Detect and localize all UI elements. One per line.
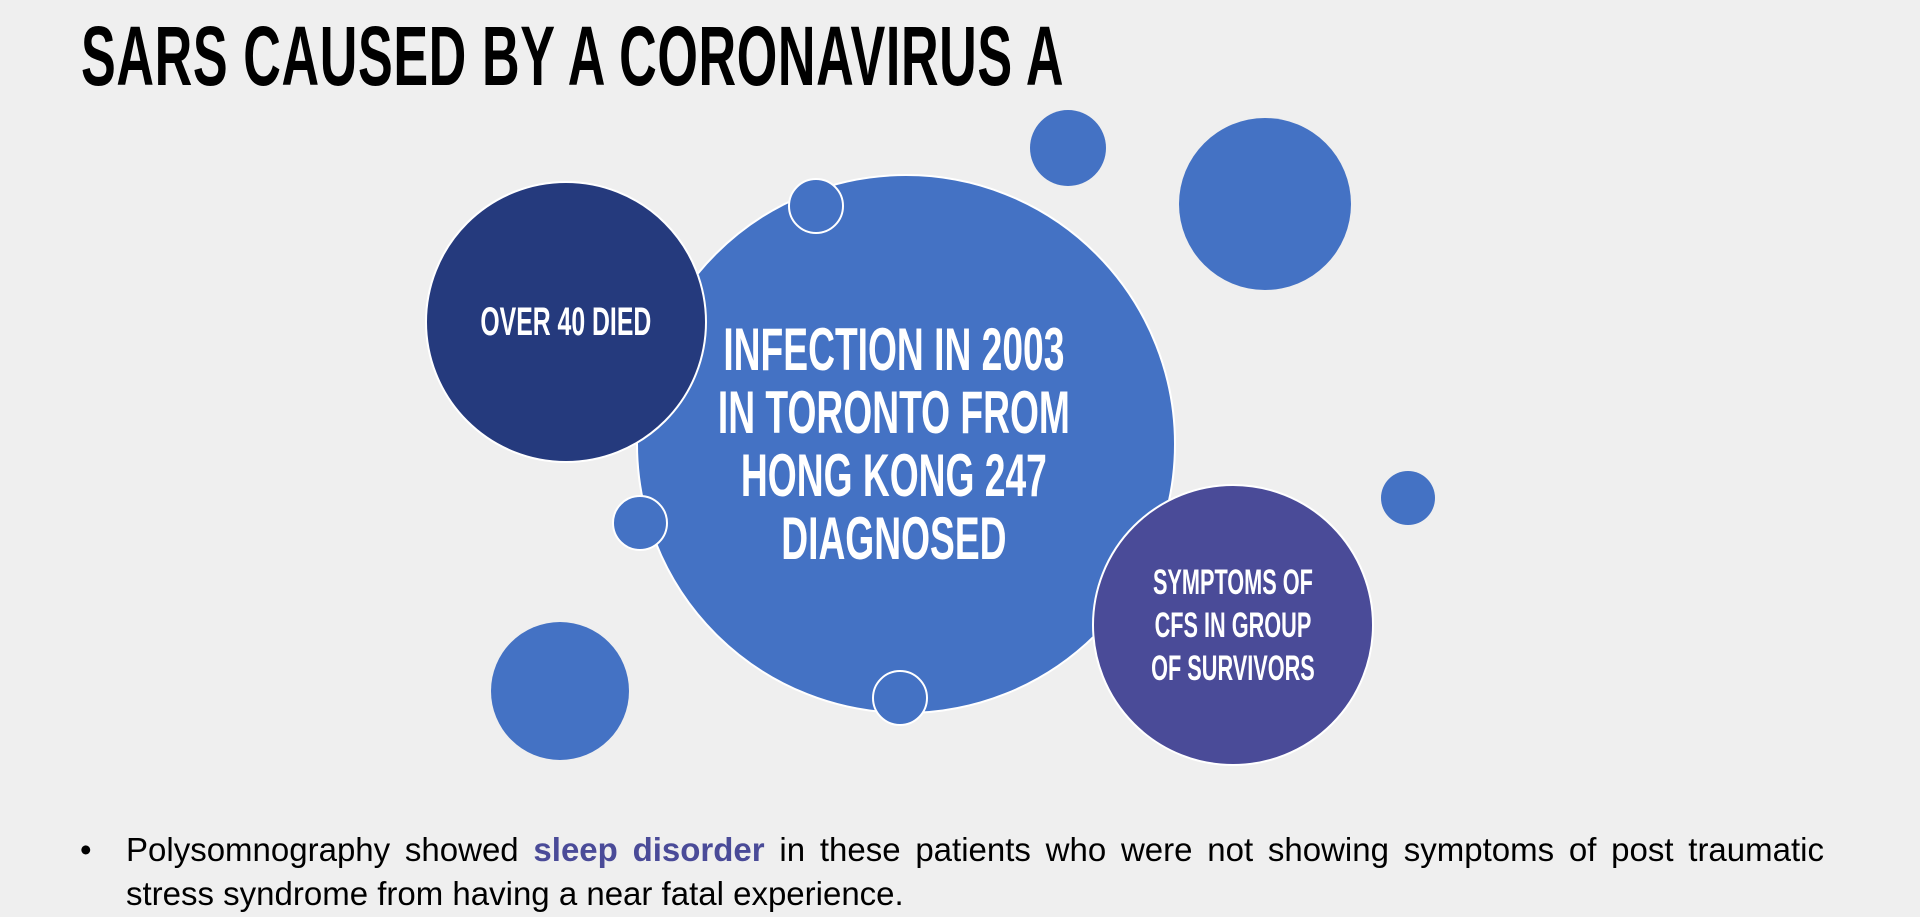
right-line: OF SURVIVORS <box>1151 648 1315 688</box>
decorative-circle <box>788 178 844 234</box>
right-circle: SYMPTOMS OF CFS IN GROUP OF SURVIVORS <box>1092 484 1374 766</box>
left-circle: OVER 40 DIED <box>425 181 707 463</box>
slide-title: SARS CAUSED BY A CORONAVIRUS A <box>81 9 1065 103</box>
bullet-text: Polysomnography showed sleep disorder in… <box>126 828 1824 916</box>
decorative-circle <box>1179 118 1351 290</box>
center-line: INFECTION IN 2003 <box>723 316 1065 383</box>
right-line: CFS IN GROUP <box>1154 605 1312 645</box>
decorative-circle <box>1381 471 1435 525</box>
bullet-highlight: sleep disorder <box>533 831 765 868</box>
bullet-icon: • <box>80 831 92 868</box>
center-circle: INFECTION IN 2003 IN TORONTO FROM HONG K… <box>636 174 1176 714</box>
decorative-circle <box>491 622 629 760</box>
center-line: DIAGNOSED <box>781 505 1007 572</box>
center-circle-text: INFECTION IN 2003 IN TORONTO FROM HONG K… <box>718 318 1070 570</box>
left-circle-text: OVER 40 DIED <box>480 299 652 344</box>
decorative-circle <box>1030 110 1106 186</box>
center-line: IN TORONTO FROM <box>717 379 1071 446</box>
center-line: HONG KONG 247 <box>741 442 1047 509</box>
right-line: SYMPTOMS OF <box>1153 562 1313 602</box>
bullet-text-end: in these patients who were not showing s… <box>126 831 1824 912</box>
bullet-text-start: Polysomnography showed <box>126 831 534 868</box>
decorative-circle <box>872 670 928 726</box>
right-circle-text: SYMPTOMS OF CFS IN GROUP OF SURVIVORS <box>1151 561 1315 690</box>
decorative-circle <box>612 495 668 551</box>
